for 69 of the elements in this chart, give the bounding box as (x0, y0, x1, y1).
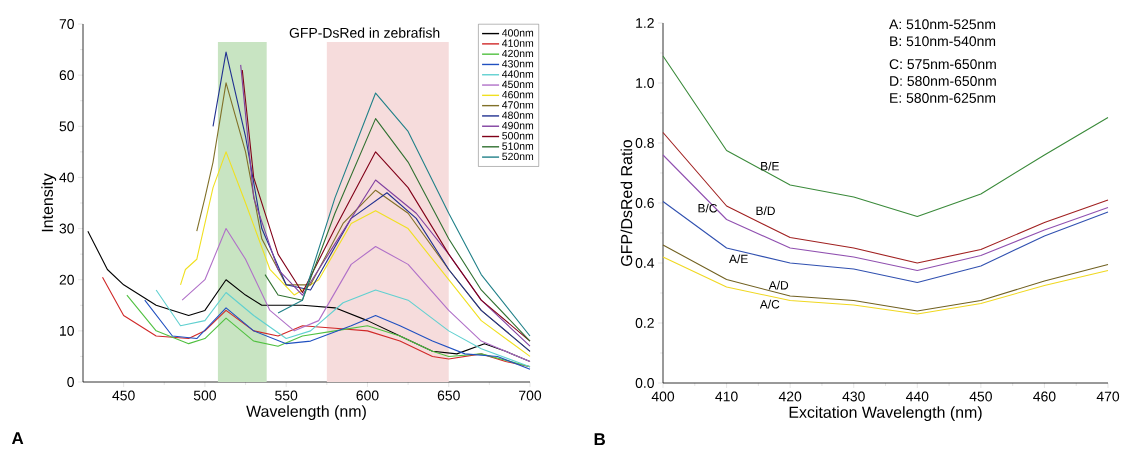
y-tick-label: 0.2 (635, 318, 654, 328)
legend-label: 490nm (502, 121, 534, 130)
line-series (181, 228, 531, 363)
legend-label: 460nm (502, 90, 534, 99)
line-series (179, 151, 531, 357)
y-axis-title: GFP/DsRed Ratio (620, 139, 633, 266)
y-tick-label: 70 (59, 19, 74, 29)
y-tick-label: 40 (59, 172, 74, 183)
y-tick-label: 10 (60, 325, 74, 336)
text: A (11, 432, 24, 444)
y-tick-label: 0.6 (635, 198, 654, 208)
x-tick-label: 550 (275, 390, 298, 401)
legend-label: 420nm (502, 49, 534, 58)
y-tick-label: 0.0 (635, 378, 654, 388)
series-label: A/E (729, 254, 748, 264)
legend-label: 430nm (502, 60, 534, 68)
legend-label: 510nm (502, 142, 534, 150)
x-tick-label: 420 (778, 391, 802, 402)
series-label: B/E (761, 161, 779, 171)
legend-label: 480nm (502, 111, 534, 119)
series-label: A/D (768, 280, 789, 290)
y-axis-title: Intensity (41, 173, 57, 232)
x-tick-label: 460 (1033, 391, 1056, 402)
x-axis-title: Excitation Wavelength (nm) (789, 406, 982, 422)
line-series (662, 131, 1109, 264)
y-tick-label: 20 (59, 274, 74, 285)
annotation: E: 580nm-625nm (890, 93, 996, 103)
chart-title: GFP-DsRed in zebrafish (289, 27, 440, 38)
line-series (264, 118, 531, 342)
y-tick-label: 50 (59, 121, 74, 132)
x-tick-label: 470 (1096, 391, 1120, 402)
y-tick-label: 30 (59, 223, 74, 234)
x-tick-label: 430 (842, 391, 865, 402)
legend-label: 520nm (502, 152, 534, 161)
x-tick-label: 450 (969, 391, 992, 402)
annotation: A: 510nm-525nm (889, 19, 996, 30)
series-label: B/D (756, 206, 775, 216)
series-label: A/C (759, 299, 780, 309)
x-tick-label: 400 (651, 391, 675, 402)
y-tick-label: 1.0 (636, 78, 654, 88)
annotation: C: 575nm-650nm (889, 59, 996, 70)
y-tick-label: 0.4 (635, 258, 655, 268)
legend-label: 500nm (502, 132, 534, 140)
text: B (594, 433, 605, 445)
x-tick-label: 600 (356, 390, 379, 401)
legend-label: 440nm (502, 70, 534, 78)
annotation: D: 580nm-650nm (890, 76, 996, 86)
y-tick-label: 0.8 (635, 138, 654, 148)
y-tick-label: 1.2 (636, 18, 654, 28)
x-tick-label: 440 (905, 391, 929, 402)
line-series (662, 55, 1109, 218)
x-tick-label: 700 (519, 390, 542, 401)
y-tick-label: 0 (67, 377, 74, 387)
line-series (662, 154, 1109, 272)
series-label: B/C (698, 203, 717, 213)
x-tick-label: 450 (112, 390, 135, 401)
legend-label: 450nm (502, 80, 534, 89)
x-tick-label: 410 (715, 391, 738, 402)
line-series (662, 244, 1109, 312)
x-axis-title: Wavelength (nm) (246, 405, 366, 421)
line-series (662, 256, 1109, 315)
legend-label: 410nm (502, 39, 534, 47)
y-tick-label: 60 (59, 70, 74, 81)
x-tick-label: 650 (437, 390, 460, 401)
line-series (277, 92, 531, 337)
annotation: B: 510nm-540nm (890, 36, 996, 47)
legend-label: 470nm (502, 101, 534, 109)
legend-label: 400nm (502, 29, 534, 37)
x-tick-label: 500 (193, 390, 216, 401)
